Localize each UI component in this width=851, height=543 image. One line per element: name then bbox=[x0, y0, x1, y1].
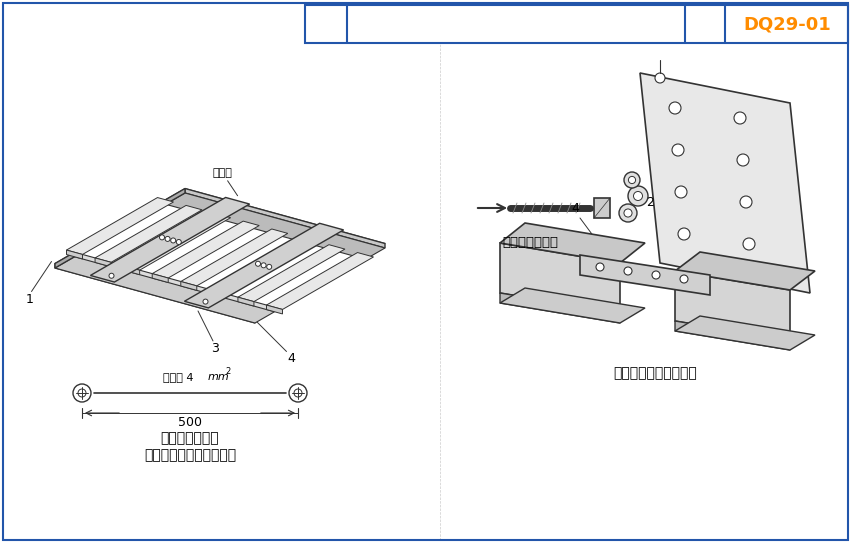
Polygon shape bbox=[500, 288, 645, 323]
Text: 图号: 图号 bbox=[697, 17, 713, 31]
Circle shape bbox=[171, 238, 175, 243]
Polygon shape bbox=[95, 205, 202, 262]
Polygon shape bbox=[500, 223, 645, 263]
Polygon shape bbox=[180, 229, 288, 286]
Bar bbox=[594, 198, 610, 218]
Circle shape bbox=[743, 238, 755, 250]
Circle shape bbox=[624, 172, 640, 188]
Polygon shape bbox=[152, 274, 168, 282]
Polygon shape bbox=[165, 188, 385, 255]
Circle shape bbox=[734, 112, 746, 124]
Circle shape bbox=[680, 275, 688, 283]
Circle shape bbox=[737, 154, 749, 166]
Circle shape bbox=[266, 264, 271, 269]
Text: 2: 2 bbox=[646, 197, 654, 210]
Circle shape bbox=[672, 144, 684, 156]
Text: 图名: 图名 bbox=[317, 17, 334, 31]
Circle shape bbox=[740, 196, 752, 208]
Polygon shape bbox=[675, 316, 815, 350]
Polygon shape bbox=[66, 250, 83, 259]
Circle shape bbox=[624, 267, 632, 275]
Text: 方径螺栓大样图: 方径螺栓大样图 bbox=[502, 237, 558, 249]
Polygon shape bbox=[640, 73, 810, 293]
Circle shape bbox=[294, 389, 302, 397]
Text: 镀锌线槽接地安装方法: 镀锌线槽接地安装方法 bbox=[613, 366, 697, 380]
Circle shape bbox=[628, 186, 648, 206]
Polygon shape bbox=[580, 255, 710, 295]
Circle shape bbox=[675, 186, 687, 198]
Polygon shape bbox=[266, 305, 283, 314]
Text: 3: 3 bbox=[211, 343, 219, 356]
Text: 不小于 4: 不小于 4 bbox=[163, 372, 193, 382]
Polygon shape bbox=[185, 223, 344, 308]
Circle shape bbox=[678, 228, 690, 240]
Text: mm: mm bbox=[207, 372, 229, 382]
Polygon shape bbox=[55, 257, 275, 323]
Circle shape bbox=[255, 261, 260, 266]
Circle shape bbox=[289, 384, 307, 402]
Circle shape bbox=[669, 102, 681, 114]
Polygon shape bbox=[90, 198, 249, 282]
Circle shape bbox=[176, 239, 181, 244]
Polygon shape bbox=[675, 271, 790, 340]
Polygon shape bbox=[238, 245, 345, 301]
Text: 500: 500 bbox=[178, 416, 202, 430]
Polygon shape bbox=[185, 188, 385, 248]
Circle shape bbox=[624, 209, 632, 217]
Polygon shape bbox=[123, 213, 231, 270]
Circle shape bbox=[596, 263, 604, 271]
Polygon shape bbox=[66, 198, 174, 255]
Text: 4: 4 bbox=[288, 352, 295, 365]
Text: 连接处: 连接处 bbox=[213, 168, 232, 178]
Polygon shape bbox=[500, 243, 620, 313]
Text: 4: 4 bbox=[571, 201, 579, 214]
Polygon shape bbox=[152, 221, 260, 278]
Polygon shape bbox=[675, 321, 790, 350]
Polygon shape bbox=[165, 193, 385, 259]
Circle shape bbox=[109, 273, 114, 278]
Text: 跨接地线大样图: 跨接地线大样图 bbox=[161, 431, 220, 445]
Text: 喷塑桥架跨接地安装方法: 喷塑桥架跨接地安装方法 bbox=[144, 448, 236, 462]
Text: 2: 2 bbox=[226, 367, 231, 376]
Polygon shape bbox=[238, 297, 254, 306]
Circle shape bbox=[619, 204, 637, 222]
Circle shape bbox=[628, 176, 636, 184]
Circle shape bbox=[633, 192, 643, 200]
Circle shape bbox=[261, 263, 266, 268]
Circle shape bbox=[78, 389, 86, 397]
Circle shape bbox=[73, 384, 91, 402]
Circle shape bbox=[652, 271, 660, 279]
Polygon shape bbox=[209, 237, 317, 294]
Text: 1: 1 bbox=[26, 293, 33, 306]
Polygon shape bbox=[180, 281, 197, 291]
Polygon shape bbox=[675, 252, 815, 290]
Polygon shape bbox=[55, 188, 185, 268]
Polygon shape bbox=[55, 252, 275, 319]
Text: DQ29-01: DQ29-01 bbox=[743, 15, 831, 33]
Polygon shape bbox=[266, 252, 374, 310]
Text: 线槽、桥架接地跨接安装: 线槽、桥架接地跨接安装 bbox=[457, 15, 575, 33]
Circle shape bbox=[655, 73, 665, 83]
Circle shape bbox=[203, 299, 208, 304]
Bar bbox=[305, 5, 848, 43]
Polygon shape bbox=[123, 266, 140, 275]
Circle shape bbox=[159, 235, 164, 240]
Circle shape bbox=[165, 236, 170, 242]
Polygon shape bbox=[209, 289, 226, 298]
Polygon shape bbox=[95, 258, 111, 267]
Polygon shape bbox=[500, 293, 620, 323]
Polygon shape bbox=[55, 263, 255, 323]
